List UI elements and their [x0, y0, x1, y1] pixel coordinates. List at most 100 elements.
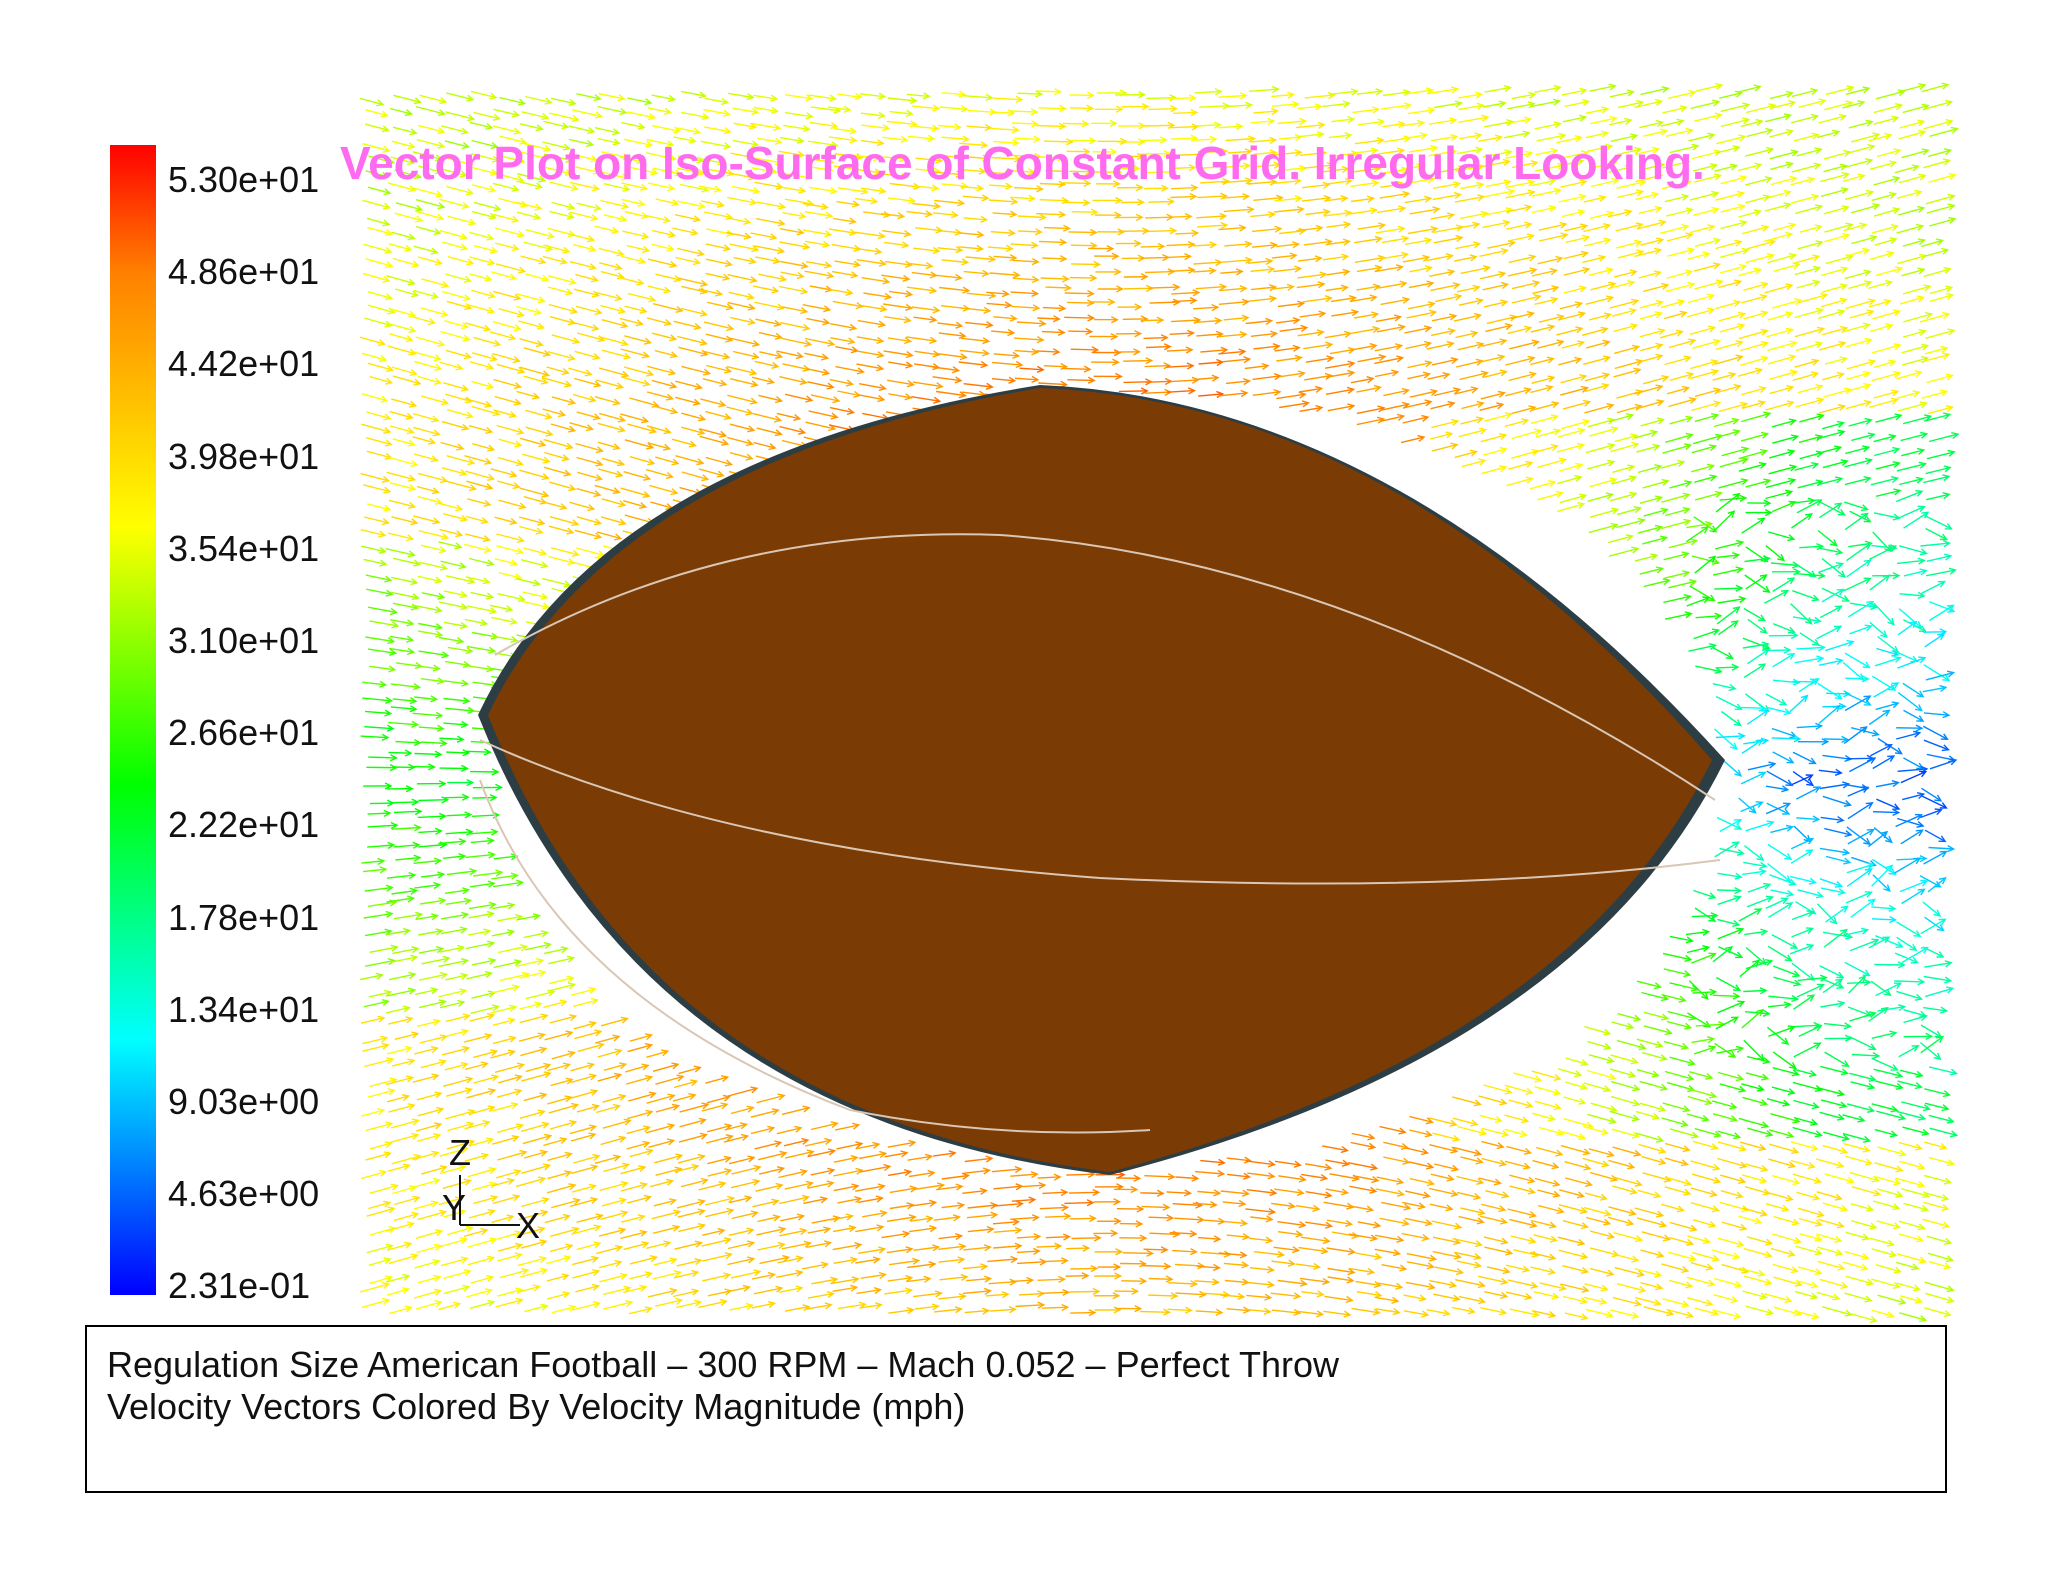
velocity-vector-head	[431, 487, 440, 495]
velocity-vector-head	[407, 278, 416, 286]
velocity-vector	[809, 285, 832, 291]
velocity-vector	[701, 200, 724, 207]
velocity-vector	[1823, 738, 1848, 741]
velocity-vector	[1374, 344, 1402, 352]
velocity-vector	[1818, 502, 1842, 519]
velocity-vector	[1146, 97, 1176, 100]
velocity-vector	[1716, 554, 1739, 559]
velocity-vector-head	[644, 98, 653, 106]
velocity-vector	[959, 142, 988, 147]
velocity-vector	[1144, 364, 1170, 368]
velocity-vector-head	[1115, 196, 1123, 205]
velocity-vector	[1663, 595, 1691, 604]
velocity-vector	[1921, 580, 1945, 595]
velocity-vector-head	[406, 534, 415, 542]
velocity-vector	[1715, 666, 1738, 669]
velocity-vector-head	[1740, 401, 1749, 409]
velocity-vector	[1816, 625, 1842, 640]
velocity-vector	[1768, 465, 1796, 475]
velocity-vector-head	[1114, 168, 1123, 176]
velocity-vector-head	[382, 145, 391, 153]
velocity-vector	[704, 211, 732, 219]
velocity-vector	[1740, 356, 1768, 366]
velocity-vector	[491, 616, 517, 624]
velocity-vector-head	[586, 235, 596, 243]
velocity-vector-head	[1582, 419, 1591, 427]
velocity-vector	[1717, 430, 1740, 438]
velocity-vector	[442, 382, 468, 391]
velocity-vector	[360, 735, 389, 739]
velocity-vector	[1481, 466, 1506, 475]
velocity-vector	[779, 425, 805, 434]
velocity-vector	[1141, 256, 1169, 259]
velocity-vector	[646, 425, 671, 433]
velocity-vector-head	[1576, 340, 1586, 348]
velocity-vector	[1014, 137, 1040, 141]
velocity-vector-head	[1470, 386, 1479, 394]
velocity-vector-head	[489, 92, 498, 100]
velocity-vector	[493, 409, 516, 417]
velocity-vector-head	[459, 621, 469, 630]
velocity-vector-head	[1575, 462, 1584, 470]
velocity-vector-head	[565, 155, 574, 163]
velocity-vector-head	[1917, 267, 1926, 275]
velocity-vector	[387, 182, 416, 191]
velocity-vector	[622, 230, 649, 238]
velocity-vector	[727, 394, 757, 404]
velocity-vector-head	[1730, 620, 1739, 628]
velocity-vector	[1505, 388, 1531, 397]
velocity-vector	[498, 499, 526, 509]
velocity-vector	[1715, 192, 1744, 201]
velocity-vector	[1818, 310, 1845, 319]
velocity-vector	[417, 495, 442, 504]
velocity-vector	[858, 394, 885, 401]
velocity-vector-head	[1340, 195, 1349, 203]
velocity-vector	[853, 154, 880, 160]
velocity-vector	[1896, 463, 1926, 472]
velocity-vector-head	[533, 213, 542, 221]
velocity-vector-head	[1547, 375, 1556, 383]
velocity-vector	[674, 396, 700, 405]
velocity-vector	[445, 575, 475, 583]
velocity-vector-head	[1845, 100, 1854, 108]
velocity-vector-head	[669, 334, 678, 342]
velocity-vector	[1357, 355, 1386, 363]
velocity-vector	[466, 480, 493, 489]
velocity-vector-head	[1378, 354, 1387, 362]
velocity-vector-head	[847, 337, 856, 345]
velocity-vector	[368, 291, 392, 299]
velocity-vector-head	[1758, 461, 1768, 469]
velocity-vector-head	[982, 337, 991, 345]
velocity-vector-head	[642, 491, 651, 499]
velocity-vector	[963, 270, 989, 275]
velocity-vector	[365, 109, 388, 117]
velocity-vector	[912, 105, 939, 110]
velocity-vector	[1140, 139, 1167, 142]
velocity-vector-head	[1894, 103, 1904, 111]
velocity-vector-head	[1421, 414, 1430, 422]
velocity-vector-head	[1316, 131, 1325, 139]
velocity-vector-head	[541, 113, 550, 121]
velocity-vector	[1171, 291, 1199, 295]
velocity-vector	[576, 93, 601, 100]
velocity-vector	[575, 305, 602, 314]
velocity-vector-head	[1661, 375, 1670, 383]
velocity-vector-head	[1190, 108, 1199, 117]
velocity-vector-head	[1945, 292, 1955, 300]
velocity-vector-head	[1909, 620, 1918, 629]
velocity-vector-head	[1655, 299, 1664, 307]
velocity-vector-head	[386, 157, 396, 165]
velocity-vector-head	[1759, 448, 1768, 456]
velocity-vector	[389, 410, 413, 419]
velocity-vector-head	[648, 112, 657, 121]
velocity-vector-head	[544, 412, 553, 420]
velocity-vector	[1718, 403, 1747, 413]
velocity-vector-head	[538, 440, 547, 448]
velocity-vector-head	[1239, 92, 1248, 100]
velocity-vector-head	[1027, 168, 1036, 176]
velocity-vector	[1847, 828, 1874, 845]
velocity-vector-head	[1755, 118, 1764, 126]
velocity-vector-head	[1219, 283, 1228, 291]
velocity-vector-head	[430, 455, 439, 463]
velocity-vector-head	[1267, 117, 1276, 126]
